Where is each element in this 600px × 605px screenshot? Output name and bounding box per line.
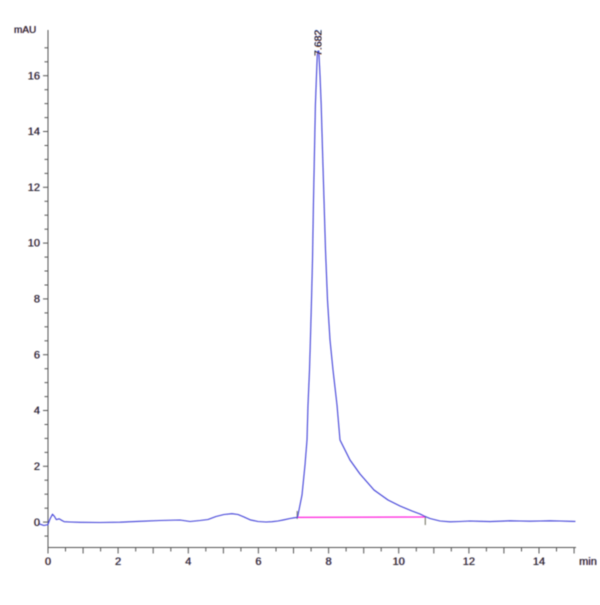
svg-text:0: 0 [45, 556, 51, 568]
svg-text:10: 10 [28, 238, 40, 250]
svg-text:8: 8 [34, 294, 40, 306]
svg-text:2: 2 [34, 461, 40, 473]
svg-text:mAU: mAU [14, 25, 36, 36]
svg-text:7.682: 7.682 [313, 30, 325, 56]
svg-text:12: 12 [28, 182, 40, 194]
svg-text:6: 6 [34, 349, 40, 361]
svg-text:0: 0 [34, 517, 40, 529]
svg-text:8: 8 [326, 556, 332, 568]
svg-text:14: 14 [533, 556, 545, 568]
svg-text:6: 6 [255, 556, 261, 568]
svg-text:10: 10 [393, 556, 405, 568]
svg-text:min: min [579, 556, 597, 568]
svg-text:4: 4 [34, 405, 40, 417]
svg-text:16: 16 [28, 70, 40, 82]
svg-text:4: 4 [185, 556, 191, 568]
svg-text:12: 12 [463, 556, 475, 568]
svg-text:14: 14 [28, 126, 40, 138]
svg-text:2: 2 [115, 556, 121, 568]
